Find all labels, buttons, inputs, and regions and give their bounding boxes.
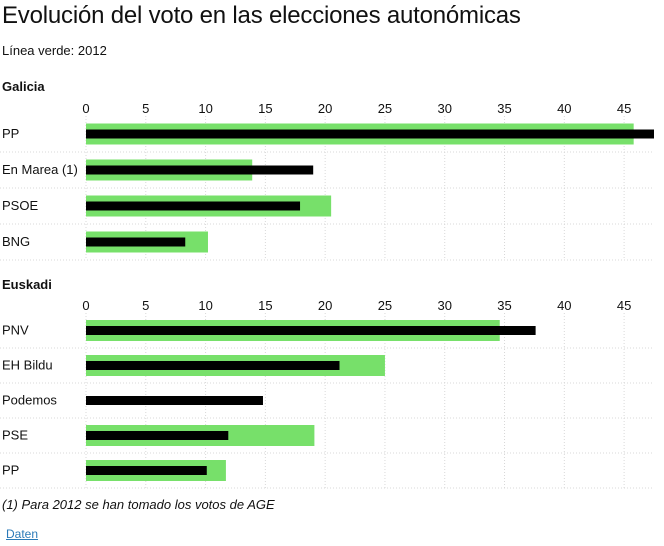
panel-title-1: Euskadi: [2, 277, 52, 292]
bar-current: [86, 431, 229, 440]
x-tick-label: 10: [198, 298, 212, 313]
category-label: BNG: [2, 234, 30, 249]
x-tick-label: 15: [258, 101, 272, 116]
x-tick-label: 20: [318, 101, 332, 116]
x-tick-label: 40: [557, 101, 571, 116]
category-label: PNV: [2, 323, 29, 338]
bar-current: [86, 129, 654, 139]
category-label: Podemos: [2, 393, 57, 408]
bar-current: [86, 326, 536, 335]
bar-current: [86, 466, 207, 475]
x-tick-label: 30: [438, 101, 452, 116]
bar-current: [86, 361, 340, 370]
x-tick-label: 5: [142, 101, 149, 116]
category-label: PP: [2, 463, 19, 478]
bar-current: [86, 237, 186, 247]
x-tick-label: 45: [617, 101, 631, 116]
bar-current: [86, 165, 314, 175]
x-tick-label: 35: [497, 298, 511, 313]
x-tick-label: 5: [142, 298, 149, 313]
page-title: Evolución del voto en las elecciones aut…: [2, 2, 521, 29]
category-label: En Marea (1): [2, 162, 78, 177]
x-tick-label: 15: [258, 298, 272, 313]
x-tick-label: 25: [378, 101, 392, 116]
data-link[interactable]: Daten: [6, 527, 39, 541]
bar-current: [86, 396, 263, 405]
x-tick-label: 0: [82, 101, 89, 116]
x-tick-label: 40: [557, 298, 571, 313]
x-tick-label: 25: [378, 298, 392, 313]
category-label: EH Bildu: [2, 358, 53, 373]
category-label: PSOE: [2, 198, 38, 213]
x-tick-label: 0: [82, 298, 89, 313]
x-tick-label: 45: [617, 298, 631, 313]
subtitle: Línea verde: 2012: [2, 43, 107, 58]
x-tick-label: 30: [438, 298, 452, 313]
panel-title-0: Galicia: [2, 79, 45, 94]
x-tick-label: 20: [318, 298, 332, 313]
footnote: (1) Para 2012 se han tomado los votos de…: [2, 497, 275, 512]
category-label: PP: [2, 126, 19, 141]
x-tick-label: 35: [497, 101, 511, 116]
bar-current: [86, 201, 301, 211]
category-label: PSE: [2, 428, 28, 443]
x-tick-label: 10: [198, 101, 212, 116]
